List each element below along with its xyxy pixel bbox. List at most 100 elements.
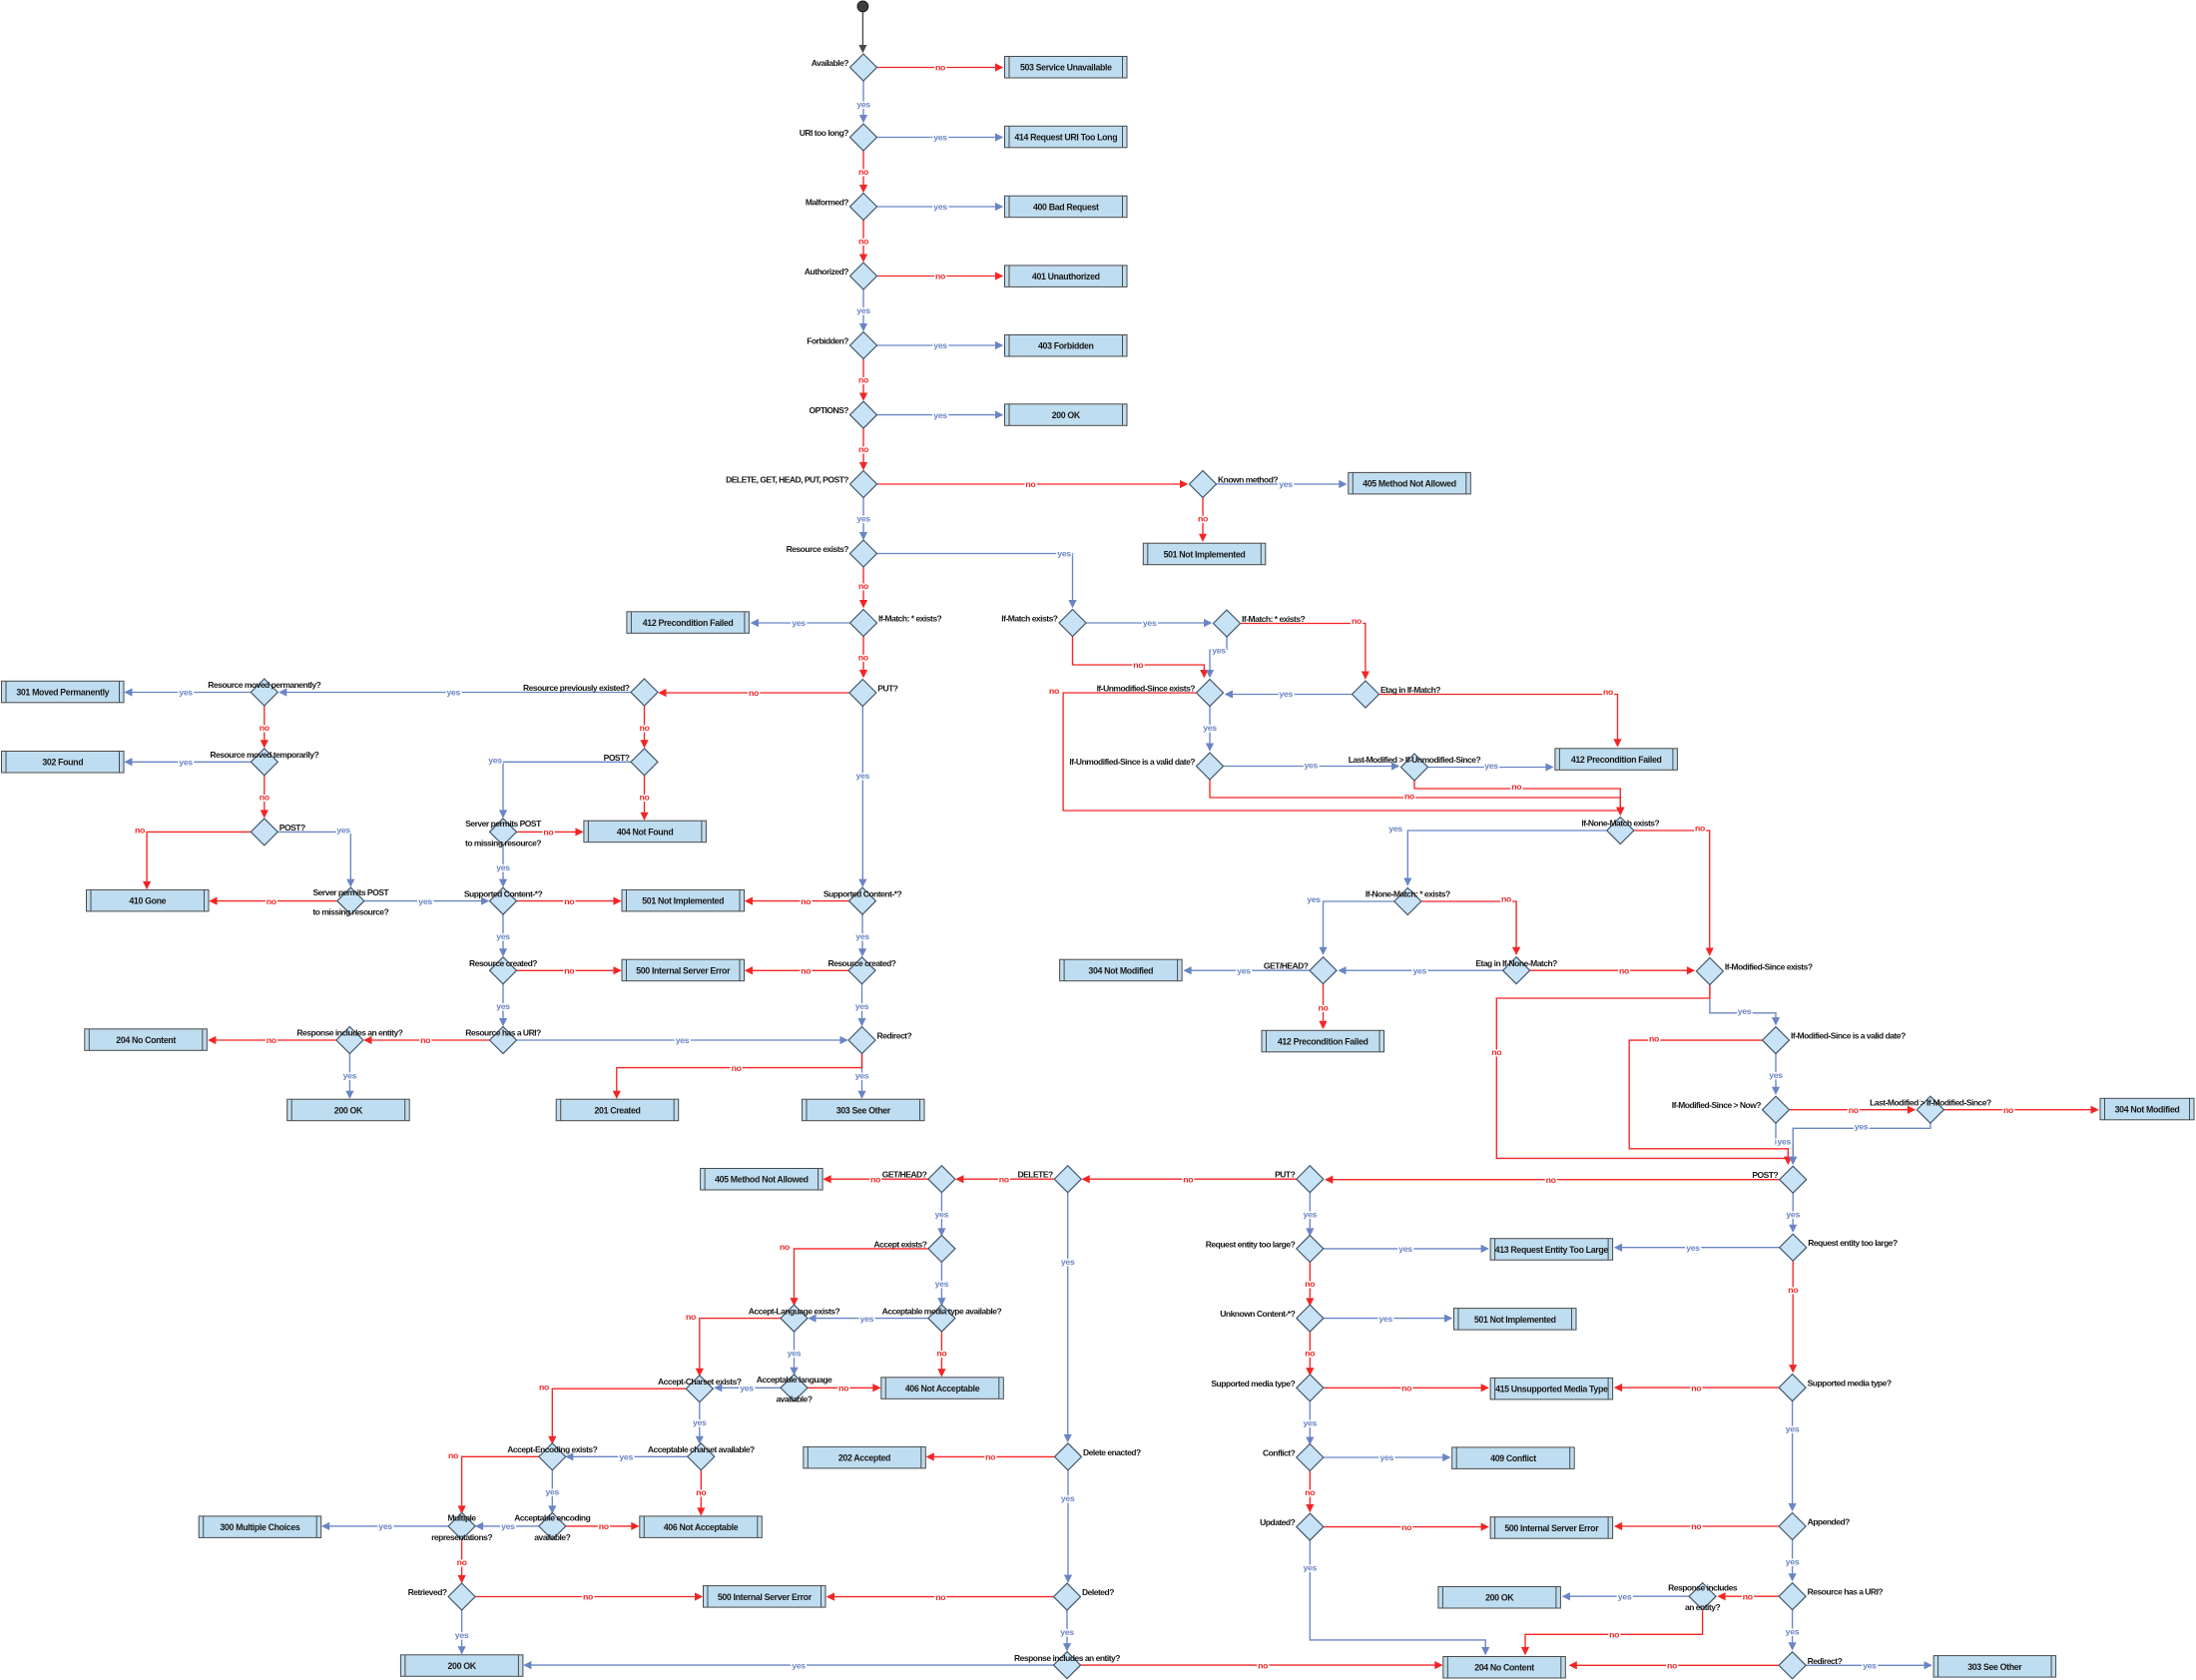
svg-text:Last-Modified > If-Unmodified-: Last-Modified > If-Unmodified-Since? bbox=[1349, 755, 1481, 765]
svg-text:200 OK: 200 OK bbox=[1052, 410, 1081, 420]
svg-text:yes: yes bbox=[855, 1001, 869, 1011]
svg-text:no: no bbox=[838, 1384, 848, 1394]
svg-text:no: no bbox=[732, 1063, 742, 1073]
svg-text:yes: yes bbox=[933, 340, 947, 350]
svg-text:no: no bbox=[858, 167, 868, 177]
svg-text:yes: yes bbox=[496, 862, 510, 872]
svg-text:yes: yes bbox=[418, 896, 432, 906]
svg-text:yes: yes bbox=[496, 931, 510, 941]
svg-text:yes: yes bbox=[1061, 1493, 1075, 1503]
svg-text:no: no bbox=[1649, 1034, 1659, 1044]
svg-text:yes: yes bbox=[933, 340, 947, 350]
svg-text:yes: yes bbox=[855, 1071, 869, 1081]
svg-text:If-Modified-Since is a valid d: If-Modified-Since is a valid date? bbox=[1791, 1031, 1906, 1041]
svg-text:yes: yes bbox=[1061, 1493, 1075, 1503]
svg-text:no: no bbox=[1511, 782, 1521, 792]
svg-text:no: no bbox=[838, 1384, 848, 1394]
svg-text:no: no bbox=[1025, 479, 1035, 489]
svg-text:yes: yes bbox=[1212, 646, 1226, 656]
svg-text:yes: yes bbox=[418, 896, 432, 906]
svg-text:yes: yes bbox=[1769, 1070, 1783, 1080]
svg-text:no: no bbox=[1401, 1522, 1411, 1532]
svg-text:no: no bbox=[935, 1592, 945, 1602]
svg-text:yes: yes bbox=[1786, 1423, 1800, 1433]
svg-text:no: no bbox=[858, 375, 868, 385]
svg-text:yes: yes bbox=[1786, 1627, 1800, 1637]
svg-text:Updated?: Updated? bbox=[1260, 1517, 1296, 1527]
svg-text:no: no bbox=[696, 1487, 706, 1497]
svg-text:201 Created: 201 Created bbox=[594, 1105, 640, 1115]
svg-text:yes: yes bbox=[935, 1279, 949, 1289]
svg-text:OPTIONS?: OPTIONS? bbox=[810, 405, 849, 415]
svg-text:no: no bbox=[1305, 1487, 1315, 1497]
svg-text:yes: yes bbox=[1279, 479, 1293, 489]
svg-text:no: no bbox=[539, 1383, 549, 1393]
svg-text:400 Bad Request: 400 Bad Request bbox=[1033, 202, 1099, 212]
svg-text:Response includes: Response includes bbox=[1668, 1583, 1738, 1593]
svg-text:no: no bbox=[858, 375, 868, 385]
svg-text:yes: yes bbox=[1855, 1122, 1869, 1132]
svg-text:yes: yes bbox=[1212, 646, 1226, 656]
svg-text:PUT?: PUT? bbox=[877, 684, 898, 694]
svg-text:no: no bbox=[1667, 1661, 1677, 1671]
svg-text:yes: yes bbox=[1786, 1556, 1800, 1566]
svg-text:to missing resource?: to missing resource? bbox=[465, 838, 541, 847]
svg-text:yes: yes bbox=[693, 1417, 707, 1427]
svg-text:no: no bbox=[1133, 660, 1143, 670]
svg-text:no: no bbox=[1305, 1349, 1315, 1359]
svg-text:no: no bbox=[583, 1592, 593, 1602]
svg-text:Deleted?: Deleted? bbox=[1082, 1587, 1114, 1597]
svg-text:yes: yes bbox=[1769, 1070, 1783, 1080]
svg-text:no: no bbox=[1849, 1105, 1859, 1115]
svg-text:Multiple: Multiple bbox=[448, 1512, 477, 1522]
svg-text:no: no bbox=[935, 1592, 945, 1602]
svg-text:yes: yes bbox=[496, 1001, 510, 1011]
svg-text:yes: yes bbox=[455, 1630, 469, 1640]
svg-text:yes: yes bbox=[933, 133, 947, 143]
svg-text:404 Not Found: 404 Not Found bbox=[617, 827, 674, 837]
svg-text:yes: yes bbox=[1061, 1257, 1075, 1267]
svg-text:yes: yes bbox=[855, 931, 869, 941]
svg-text:yes: yes bbox=[1484, 761, 1498, 771]
svg-text:yes: yes bbox=[1061, 1257, 1075, 1267]
svg-text:yes: yes bbox=[1303, 1209, 1317, 1219]
svg-text:yes: yes bbox=[1777, 1137, 1791, 1147]
svg-text:GET/HEAD?: GET/HEAD? bbox=[1264, 961, 1309, 971]
svg-text:yes: yes bbox=[1303, 1417, 1317, 1427]
svg-text:If-None-Match: * exists?: If-None-Match: * exists? bbox=[1366, 889, 1450, 899]
svg-text:401 Unauthorized: 401 Unauthorized bbox=[1032, 272, 1100, 281]
svg-text:501 Not Implemented: 501 Not Implemented bbox=[642, 896, 724, 906]
svg-text:no: no bbox=[858, 444, 868, 454]
svg-text:yes: yes bbox=[488, 756, 502, 766]
svg-text:POST?: POST? bbox=[604, 753, 630, 763]
svg-text:Response includes an entity?: Response includes an entity? bbox=[1014, 1653, 1120, 1663]
svg-text:no: no bbox=[639, 723, 649, 733]
svg-text:409 Conflict: 409 Conflict bbox=[1490, 1453, 1536, 1463]
svg-text:yes: yes bbox=[343, 1071, 357, 1081]
svg-text:403 Forbidden: 403 Forbidden bbox=[1038, 341, 1094, 351]
svg-text:no: no bbox=[457, 1557, 467, 1567]
svg-text:no: no bbox=[1183, 1174, 1193, 1184]
svg-text:202 Accepted: 202 Accepted bbox=[838, 1453, 890, 1463]
svg-text:200 OK: 200 OK bbox=[1485, 1593, 1514, 1603]
svg-text:yes: yes bbox=[1786, 1210, 1800, 1220]
svg-text:If-Match: * exists?: If-Match: * exists? bbox=[878, 614, 942, 624]
svg-text:yes: yes bbox=[455, 1630, 469, 1640]
svg-text:no: no bbox=[858, 237, 868, 247]
svg-text:no: no bbox=[1318, 1003, 1328, 1013]
svg-text:yes: yes bbox=[496, 862, 510, 872]
svg-text:yes: yes bbox=[1304, 761, 1318, 771]
svg-text:If-Unmodified-Since exists?: If-Unmodified-Since exists? bbox=[1097, 684, 1196, 694]
svg-text:no: no bbox=[1609, 1630, 1619, 1640]
svg-text:yes: yes bbox=[1378, 1314, 1392, 1324]
svg-text:Server permits POST: Server permits POST bbox=[313, 887, 390, 897]
svg-text:yes: yes bbox=[446, 688, 460, 698]
svg-text:yes: yes bbox=[496, 1001, 510, 1011]
svg-text:GET/HEAD?: GET/HEAD? bbox=[882, 1170, 927, 1180]
svg-text:no: no bbox=[260, 723, 270, 733]
svg-text:204 No Content: 204 No Content bbox=[1474, 1663, 1534, 1673]
svg-text:Resource moved permanently?: Resource moved permanently? bbox=[208, 680, 320, 690]
svg-text:yes: yes bbox=[1060, 1627, 1074, 1637]
svg-text:yes: yes bbox=[935, 1209, 949, 1219]
svg-text:no: no bbox=[420, 1035, 430, 1045]
